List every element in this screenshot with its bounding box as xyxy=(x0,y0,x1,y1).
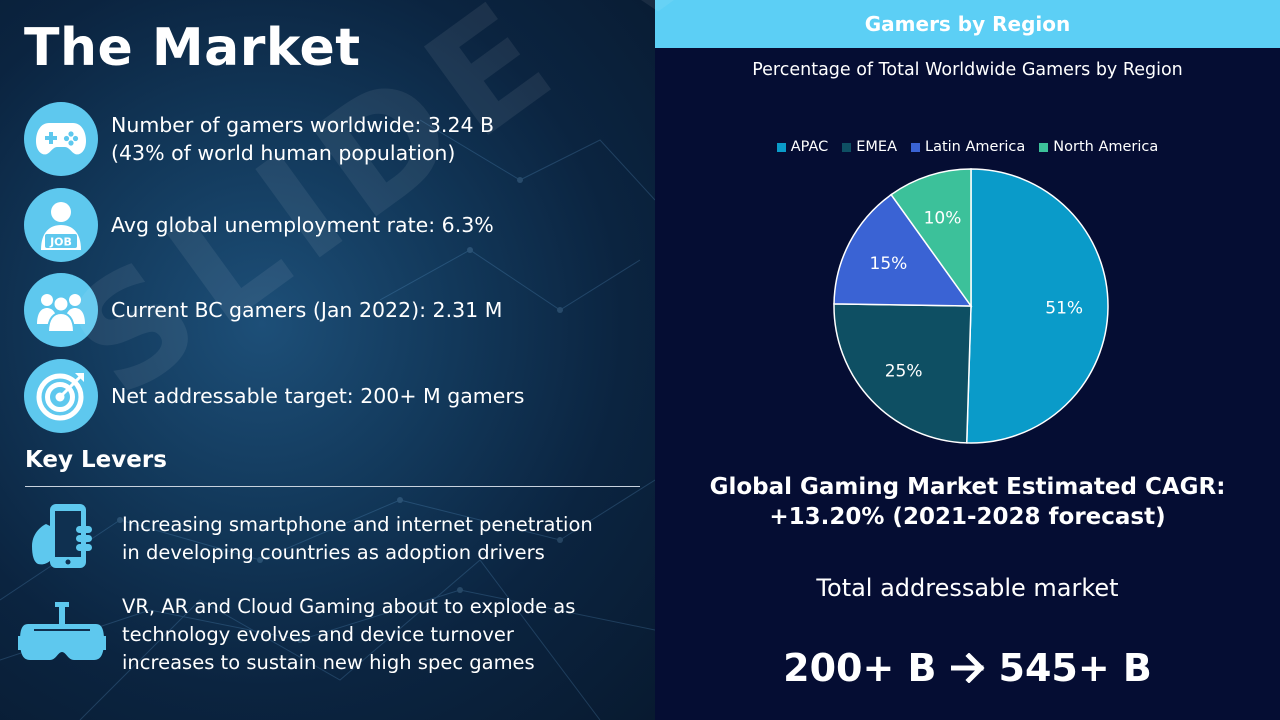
chart-legend: APAC EMEA Latin America North America xyxy=(655,139,1280,155)
pie-slice-north-america xyxy=(890,168,972,309)
key-levers-heading: Key Levers xyxy=(25,447,167,473)
tam-to: 545+ B xyxy=(998,646,1152,690)
legend-item: APAC xyxy=(776,139,829,155)
pie-slice-emea xyxy=(833,303,972,444)
lever-text-line: Increasing smartphone and internet penet… xyxy=(122,513,593,536)
stat-text-line: Number of gamers worldwide: 3.24 B xyxy=(111,113,495,137)
tam-label: Total addressable market xyxy=(816,574,1119,602)
cagr-line: +13.20% (2021-2028 forecast) xyxy=(769,504,1166,530)
target-icon xyxy=(24,359,98,433)
legend-label: North America xyxy=(1053,139,1159,155)
legend-item: North America xyxy=(1039,139,1158,155)
gamepad-icon xyxy=(24,102,98,176)
people-group-icon xyxy=(24,273,98,347)
lever-text-line: increases to sustain new high spec games xyxy=(122,651,535,674)
stat-bc-gamers: Current BC gamers (Jan 2022): 2.31 M xyxy=(24,273,502,347)
smartphone-hand-icon xyxy=(30,502,96,576)
legend-label: EMEA xyxy=(856,139,897,155)
tam-from: 200+ B xyxy=(783,646,937,690)
stat-gamers-worldwide: Number of gamers worldwide: 3.24 B (43% … xyxy=(24,102,494,176)
pie-slice-apac xyxy=(965,168,1109,444)
legend-swatch xyxy=(1039,142,1049,152)
legend-swatch xyxy=(911,142,920,152)
stat-text-line: (43% of world human population) xyxy=(111,141,456,165)
cagr-text: Global Gaming Market Estimated CAGR: +13… xyxy=(655,472,1280,532)
pie-data-label: 10% xyxy=(924,208,962,228)
pie-data-label: 25% xyxy=(885,361,923,381)
left-panel: The Market Number of gamers worldwide: 3… xyxy=(0,0,655,720)
pie-data-label: 15% xyxy=(870,254,908,274)
stat-text-line: Net addressable target: 200+ M gamers xyxy=(111,384,525,408)
stat-unemployment: JOB Avg global unemployment rate: 6.3% xyxy=(24,188,494,262)
chart-title: Percentage of Total Worldwide Gamers by … xyxy=(752,60,1183,80)
lever-text-line: in developing countries as adoption driv… xyxy=(122,541,545,564)
legend-label: Latin America xyxy=(925,139,1026,155)
lever-text-line: VR, AR and Cloud Gaming about to explode… xyxy=(122,595,576,618)
right-panel: Gamers by Region Percentage of Total Wor… xyxy=(655,0,1280,720)
region-header: Gamers by Region xyxy=(655,0,1280,48)
tam-values: 200+ B 545+ B xyxy=(655,646,1280,690)
pie-slice-latin-america xyxy=(833,193,973,307)
cagr-line: Global Gaming Market Estimated CAGR: xyxy=(709,474,1226,500)
pie-data-label: 51% xyxy=(1045,298,1083,318)
svg-text:JOB: JOB xyxy=(49,236,72,249)
vr-headset-icon xyxy=(18,600,106,672)
legend-swatch xyxy=(776,142,786,152)
stat-text-line: Avg global unemployment rate: 6.3% xyxy=(111,213,494,237)
pie-chart: 51% 25% 15% 10% xyxy=(833,168,1109,444)
stat-text-line: Current BC gamers (Jan 2022): 2.31 M xyxy=(111,298,503,322)
lever-text-line: technology evolves and device turnover xyxy=(122,623,514,646)
legend-label: APAC xyxy=(790,139,829,155)
legend-swatch xyxy=(842,142,852,152)
lever-smartphone: Increasing smartphone and internet penet… xyxy=(122,511,593,567)
lever-vr-ar: VR, AR and Cloud Gaming about to explode… xyxy=(122,593,575,677)
legend-item: Latin America xyxy=(911,139,1025,155)
page-title: The Market xyxy=(24,18,361,78)
legend-item: EMEA xyxy=(842,139,897,155)
arrow-right-icon xyxy=(950,653,985,683)
divider xyxy=(25,486,640,487)
stat-net-target: Net addressable target: 200+ M gamers xyxy=(24,359,524,433)
job-person-icon: JOB xyxy=(24,188,98,262)
